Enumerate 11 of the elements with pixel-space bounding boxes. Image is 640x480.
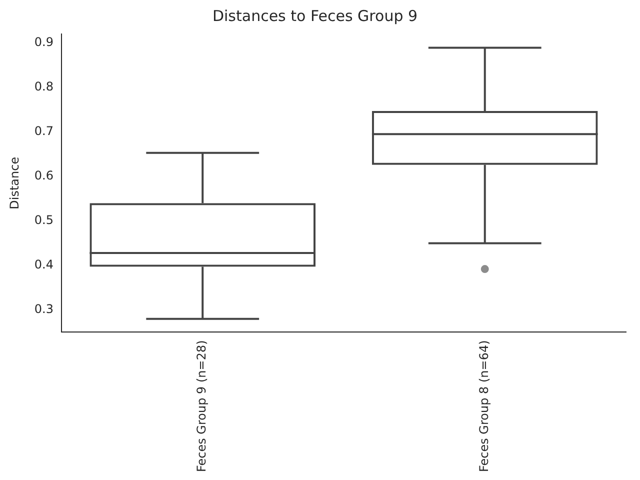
- y-tick-label: 0.4: [34, 258, 54, 272]
- y-axis-title: Distance: [7, 156, 22, 210]
- chart-title: Distances to Feces Group 9: [212, 6, 418, 25]
- y-tick-label: 0.6: [34, 168, 54, 183]
- y-tick-label: 0.8: [34, 80, 54, 94]
- y-tick-label: 0.5: [34, 213, 54, 228]
- y-tick-label: 0.9: [34, 35, 54, 50]
- x-tick-label: Feces Group 9 (n=28): [194, 340, 209, 472]
- y-tick-label: 0.3: [34, 302, 54, 316]
- y-tick-label: 0.7: [34, 124, 54, 138]
- x-tick-label: Feces Group 8 (n=64): [476, 340, 491, 472]
